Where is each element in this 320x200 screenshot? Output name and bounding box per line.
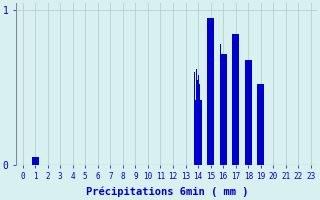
Bar xyxy=(195,72,196,165)
Bar xyxy=(212,49,213,165)
Bar xyxy=(207,18,208,165)
Bar xyxy=(210,38,211,165)
Bar xyxy=(198,75,199,165)
Bar xyxy=(257,84,264,165)
Bar xyxy=(211,44,212,165)
Bar xyxy=(195,100,202,165)
Bar xyxy=(222,60,223,165)
Bar xyxy=(245,60,252,165)
Bar xyxy=(233,41,234,165)
Bar xyxy=(220,54,227,165)
Bar xyxy=(207,18,214,165)
Bar xyxy=(232,34,239,165)
Bar xyxy=(232,34,233,165)
Bar xyxy=(197,80,198,165)
Bar xyxy=(221,54,222,165)
Bar xyxy=(196,69,197,165)
Bar xyxy=(208,29,209,165)
Bar xyxy=(235,49,236,165)
Bar xyxy=(199,84,201,165)
X-axis label: Précipitations 6min ( mm ): Précipitations 6min ( mm ) xyxy=(85,187,248,197)
Bar xyxy=(32,157,38,165)
